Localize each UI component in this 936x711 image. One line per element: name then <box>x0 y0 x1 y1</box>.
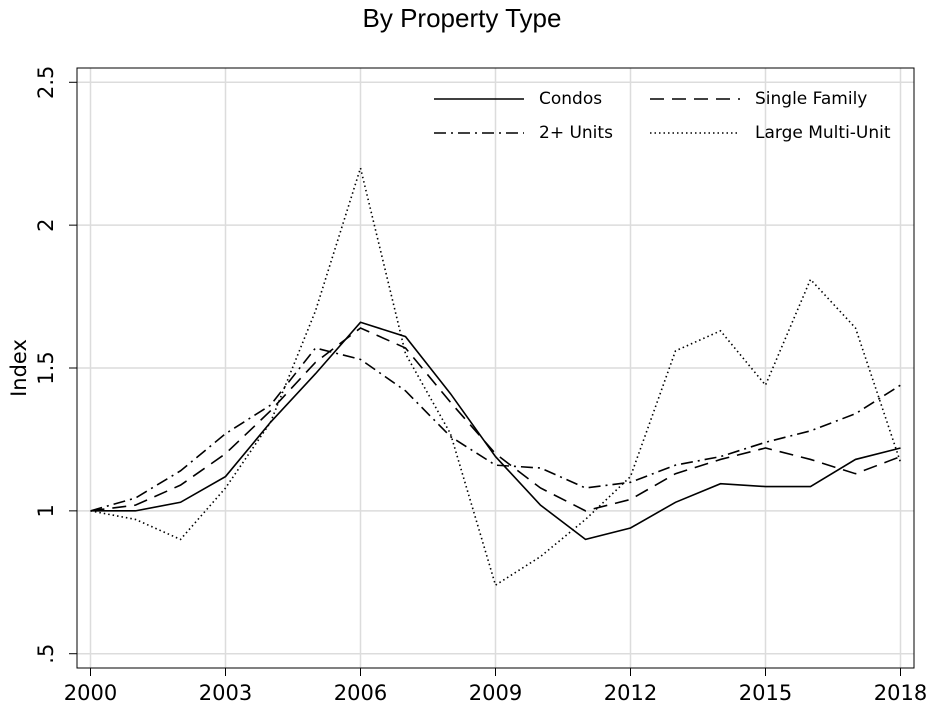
y-tick-label: .5 <box>34 644 58 664</box>
chart-title: By Property Type <box>363 3 562 33</box>
y-tick-label: 1 <box>34 504 58 517</box>
legend-label: 2+ Units <box>539 123 613 143</box>
plot-frame <box>76 67 915 669</box>
legend-label: Large Multi-Unit <box>755 123 891 143</box>
x-tick-label: 2012 <box>604 681 657 705</box>
x-tick-label: 2000 <box>64 681 117 705</box>
x-tick-label: 2003 <box>199 681 252 705</box>
series-line <box>90 321 901 541</box>
legend-label: Condos <box>539 89 602 109</box>
x-tick-label: 2006 <box>334 681 387 705</box>
y-tick-label: 2 <box>34 218 58 231</box>
y-tick-label: 2.5 <box>34 66 58 99</box>
legend-label: Single Family <box>755 89 867 109</box>
y-axis-label: Index <box>7 339 31 397</box>
x-tick-label: 2015 <box>739 681 792 705</box>
series-line <box>90 165 902 587</box>
y-tick-label: 1.5 <box>34 351 58 384</box>
series-line <box>90 327 901 512</box>
x-tick-label: 2009 <box>469 681 522 705</box>
x-tick-label: 2018 <box>874 681 927 705</box>
